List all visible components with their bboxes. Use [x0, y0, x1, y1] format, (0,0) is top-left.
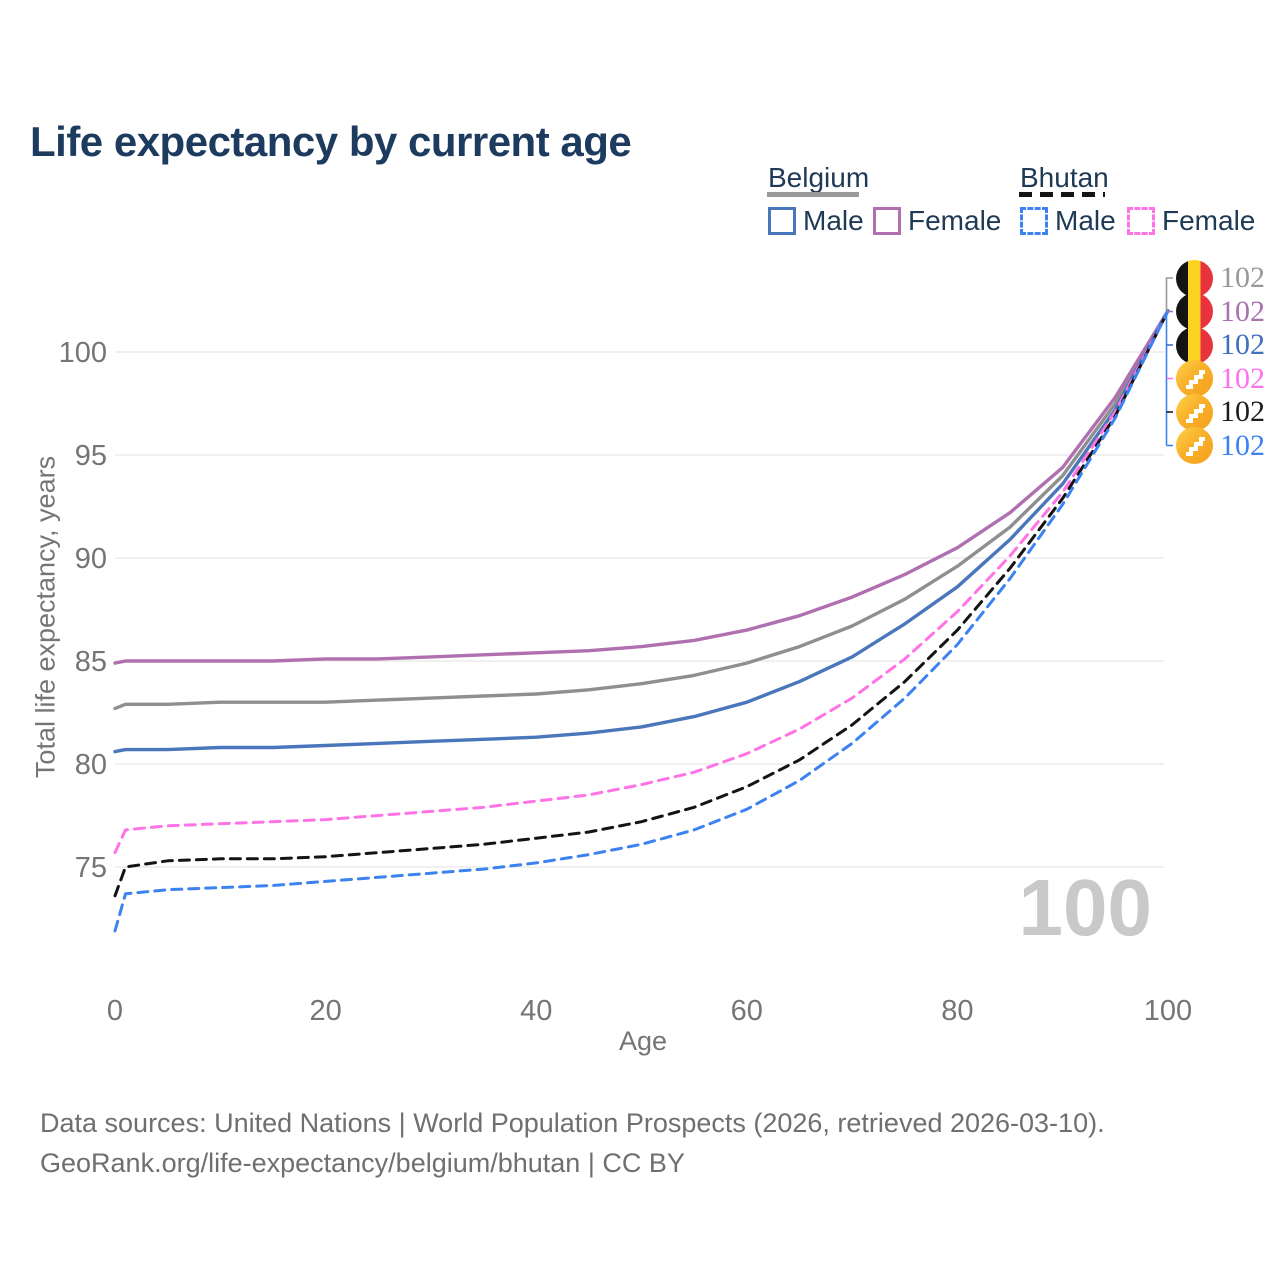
series-line-bhutan-male[interactable] [113, 309, 1170, 933]
end-label-value: 102 [1220, 395, 1265, 428]
y-tick-label-100: 100 [59, 337, 107, 369]
legend-label-belgium-male: Male [803, 205, 864, 236]
legend-underline-belgium [767, 192, 859, 197]
legend-swatch-bhutan-female [1127, 207, 1155, 235]
footer-attribution: GeoRank.org/life-expectancy/belgium/bhut… [40, 1148, 685, 1178]
series-line-bhutan-both-sexes[interactable] [113, 309, 1170, 898]
belgium-flag-icon [1176, 259, 1213, 297]
footer-data-sources: Data sources: United Nations | World Pop… [40, 1108, 1105, 1138]
page-title: Life expectancy by current age [30, 118, 632, 166]
end-label-value: 102 [1220, 328, 1265, 361]
bhutan-flag-icon [1176, 393, 1213, 431]
legend-item-belgium-male[interactable]: Male [768, 205, 864, 237]
x-tick-label-80: 80 [941, 995, 973, 1027]
bhutan-flag-icon [1176, 360, 1213, 397]
series-line-belgium-both-sexes[interactable] [113, 309, 1170, 711]
end-label-value: 102 [1220, 261, 1265, 294]
legend-country-bhutan: Bhutan [1020, 162, 1109, 193]
x-tick-label-60: 60 [731, 995, 763, 1027]
end-label-row-2: 102 [1176, 293, 1265, 331]
legend-item-belgium-female[interactable]: Female [873, 205, 1001, 237]
belgium-flag-icon [1176, 293, 1213, 330]
bhutan-flag-icon [1176, 427, 1213, 464]
series-line-belgium-female[interactable] [113, 309, 1170, 665]
end-label-row-5: 102 [1176, 393, 1265, 431]
x-tick-label-40: 40 [520, 995, 552, 1027]
legend-label-bhutan-female: Female [1162, 205, 1256, 236]
end-label-row-3: 102 [1176, 326, 1265, 364]
end-label-value: 102 [1220, 361, 1265, 395]
age-indicator-watermark: 100 [1018, 863, 1152, 952]
y-tick-label-85: 85 [75, 646, 107, 678]
end-label-value: 102 [1220, 294, 1265, 328]
legend-country-belgium: Belgium [768, 162, 870, 193]
y-axis-title: Total life expectancy, years [30, 455, 61, 779]
series-line-belgium-male[interactable] [113, 309, 1170, 754]
legend-label-bhutan-male: Male [1055, 205, 1116, 236]
legend-item-bhutan-male[interactable]: Male [1020, 205, 1116, 237]
end-label-row-1: 102 [1176, 259, 1265, 297]
legend-item-bhutan-female[interactable]: Female [1127, 205, 1255, 237]
end-label-row-6: 102 [1176, 427, 1265, 465]
series-line-bhutan-female[interactable] [113, 309, 1170, 855]
legend-swatch-belgium-female [873, 207, 901, 235]
y-tick-label-90: 90 [75, 543, 107, 575]
x-tick-label-20: 20 [309, 995, 341, 1027]
legend-swatch-bhutan-male [1020, 207, 1048, 235]
end-label-value: 102 [1220, 428, 1265, 462]
y-tick-label-95: 95 [75, 440, 107, 472]
x-axis-title: Age [618, 1026, 668, 1056]
y-tick-label-80: 80 [75, 749, 107, 781]
legend-label-belgium-female: Female [908, 205, 1002, 236]
belgium-flag-icon [1176, 326, 1213, 364]
end-label-row-4: 102 [1176, 360, 1265, 398]
x-tick-label-100: 100 [1144, 995, 1192, 1027]
y-tick-label-75: 75 [75, 852, 107, 884]
connector-row-1 [1165, 277, 1173, 311]
legend-swatch-belgium-male [768, 207, 796, 235]
legend-underline-bhutan [1019, 192, 1105, 197]
x-tick-label-0: 0 [107, 995, 123, 1027]
